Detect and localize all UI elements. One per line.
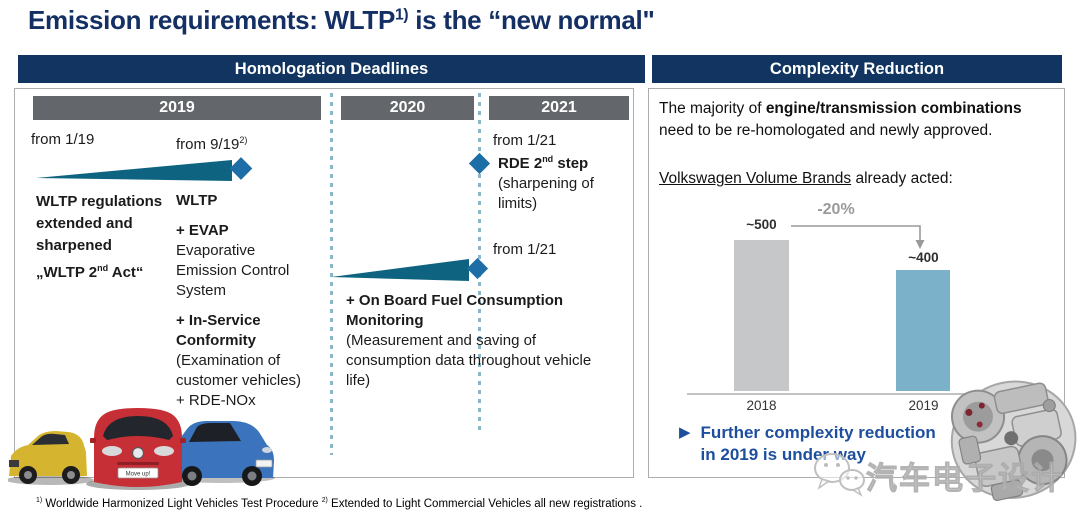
spacer: [176, 301, 318, 311]
rde-2nd-step-block: RDE 2nd step (sharpening of limits): [498, 149, 616, 214]
rde-step-post: step: [553, 155, 589, 172]
p1-bold: engine/transmission combinations: [765, 100, 1022, 117]
rde-step-sup: nd: [542, 154, 554, 164]
watermark: 汽车电子设计: [812, 450, 1064, 500]
date-from-9-19: from 9/192): [176, 130, 247, 155]
title-superscript: 1): [395, 6, 409, 24]
reduction-annotation: -20%: [817, 201, 855, 218]
date-from-1-21-rde: from 1/21: [493, 132, 557, 149]
yearbar-2019: 2019: [33, 96, 321, 120]
title-rest: is the “new normal": [408, 5, 655, 35]
bar-value-2018: ~500: [746, 217, 777, 232]
vw-cars-image: Move up!: [8, 408, 275, 490]
milestone-diamond-icon: [469, 153, 491, 175]
volume-brands-line: Volkswagen Volume Brands already acted:: [659, 170, 1049, 188]
rde-step-pre: RDE 2: [498, 155, 543, 172]
spacer: [176, 211, 318, 221]
evap-title: + EVAP: [176, 222, 229, 239]
p1-pre: The majority of: [659, 100, 766, 117]
in-service-conformity-description: (Examination of customer vehicles): [176, 352, 302, 389]
rde-nox-label: + RDE-NOx: [176, 392, 256, 409]
complexity-paragraph: The majority of engine/transmission comb…: [659, 98, 1031, 141]
wltp-act-post: Act“: [108, 264, 144, 281]
date-from-1-19: from 1/19: [31, 131, 95, 148]
obfcm-description: (Measurement and saving of consumption d…: [346, 332, 592, 389]
date-from-1-21-obfcm: from 1/21: [493, 241, 557, 258]
wltp-act-sup: nd: [97, 263, 109, 273]
in-service-conformity-title: + In-Service Conformity: [176, 312, 261, 349]
rde-step-description: (sharpening of limits): [498, 175, 594, 212]
obfcm-block: + On Board Fuel Consumption Monitoring (…: [346, 291, 598, 391]
date-from-9-19-sup: 2): [239, 135, 248, 145]
header-complexity-reduction: Complexity Reduction: [652, 55, 1062, 83]
category-2019: 2019: [908, 398, 939, 413]
dotted-divider-2019-2020: [330, 93, 333, 455]
wechat-logo-icon: [814, 453, 865, 497]
wltp-label: WLTP: [176, 192, 218, 209]
milestone-diamond-icon: [229, 157, 253, 180]
wltp-regulations-block: WLTP regulations extended and sharpened …: [36, 191, 171, 284]
bar-2019: [896, 270, 950, 391]
vw-golf-yellow-image: [8, 431, 94, 485]
chart-baseline: [687, 393, 1003, 395]
watermark-text: 汽车电子设计: [866, 460, 1064, 496]
yearbar-2020: 2020: [341, 96, 474, 120]
p1-post: need to be re-homologated and newly appr…: [659, 121, 993, 139]
footnote-text-2: Extended to Light Commercial Vehicles al…: [327, 497, 643, 510]
category-2018: 2018: [746, 398, 777, 413]
conclusion-line1: Further complexity reduction: [700, 423, 936, 442]
milestone-diamond-icon: [466, 257, 489, 280]
obfcm-title: + On Board Fuel Consumption Monitoring: [346, 292, 564, 329]
vw-up-red-image: Move up!: [86, 408, 190, 490]
bar-2018: [734, 240, 789, 391]
bar-value-2019: ~400: [908, 250, 939, 265]
p2-underlined: Volkswagen Volume Brands: [659, 170, 852, 187]
footnote-sup-1: 1): [36, 497, 43, 504]
page-title: Emission requirements: WLTP1) is the “ne…: [28, 5, 655, 36]
date-from-9-19-text: from 9/19: [176, 136, 240, 153]
timeline-wedge-2019-icon: [36, 157, 253, 181]
footnote-sup-2: 2): [321, 497, 328, 504]
vw-troc-blue-image: [168, 421, 275, 486]
footnote: 1) Worldwide Harmonized Light Vehicles T…: [36, 497, 642, 510]
header-homologation-deadlines: Homologation Deadlines: [18, 55, 645, 83]
wltp-regulations-text: WLTP regulations extended and sharpened: [36, 193, 163, 254]
play-bullet-icon: ▶: [679, 424, 691, 441]
timeline-wedge-2020-icon: [331, 257, 489, 281]
engine-transmission-image: [950, 380, 1077, 502]
wltp-act-pre: „WLTP 2: [36, 264, 98, 281]
evap-description: Evaporative Emission Control System: [176, 242, 290, 299]
footnote-text-1: Worldwide Harmonized Light Vehicles Test…: [42, 497, 322, 510]
yearbar-2021: 2021: [489, 96, 629, 120]
p2-rest: already acted:: [851, 170, 953, 187]
wltp-evap-block: WLTP + EVAP Evaporative Emission Control…: [176, 191, 318, 411]
reduction-arrow-icon: [791, 225, 925, 249]
title-main: Emission requirements: WLTP: [28, 5, 396, 35]
license-plate-text: Move up!: [126, 472, 151, 478]
